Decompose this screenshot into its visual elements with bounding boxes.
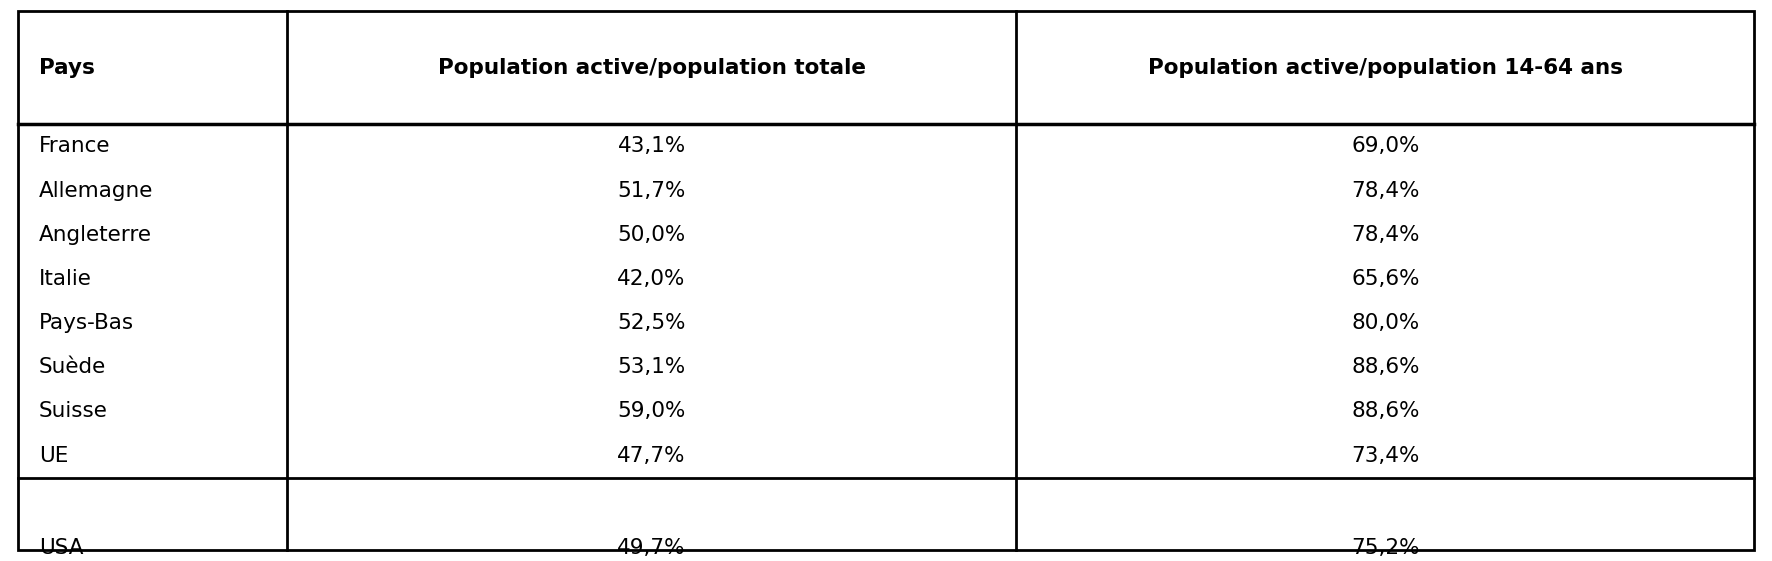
- Text: UE: UE: [39, 445, 69, 466]
- Text: 78,4%: 78,4%: [1350, 181, 1419, 201]
- Text: 53,1%: 53,1%: [617, 357, 686, 377]
- Text: 80,0%: 80,0%: [1350, 313, 1419, 333]
- Text: 73,4%: 73,4%: [1350, 445, 1419, 466]
- Text: 51,7%: 51,7%: [617, 181, 686, 201]
- Text: Pays-Bas: Pays-Bas: [39, 313, 135, 333]
- Text: Pays: Pays: [39, 58, 96, 78]
- Text: 42,0%: 42,0%: [617, 269, 686, 289]
- Text: Italie: Italie: [39, 269, 92, 289]
- Text: 49,7%: 49,7%: [617, 538, 686, 558]
- Text: Angleterre: Angleterre: [39, 225, 152, 245]
- Text: 50,0%: 50,0%: [617, 225, 686, 245]
- Text: USA: USA: [39, 538, 83, 558]
- Text: 52,5%: 52,5%: [617, 313, 686, 333]
- Text: Allemagne: Allemagne: [39, 181, 154, 201]
- Text: 59,0%: 59,0%: [617, 401, 686, 421]
- Text: 65,6%: 65,6%: [1350, 269, 1419, 289]
- Text: Population active/population totale: Population active/population totale: [438, 58, 865, 78]
- Text: 75,2%: 75,2%: [1350, 538, 1419, 558]
- Text: Suède: Suède: [39, 357, 106, 377]
- Text: 88,6%: 88,6%: [1350, 357, 1419, 377]
- Text: France: France: [39, 136, 110, 157]
- Text: 43,1%: 43,1%: [617, 136, 686, 157]
- Text: 88,6%: 88,6%: [1350, 401, 1419, 421]
- Text: 47,7%: 47,7%: [617, 445, 686, 466]
- Text: 78,4%: 78,4%: [1350, 225, 1419, 245]
- Text: 69,0%: 69,0%: [1350, 136, 1419, 157]
- Text: Population active/population 14-64 ans: Population active/population 14-64 ans: [1148, 58, 1623, 78]
- Text: Suisse: Suisse: [39, 401, 108, 421]
